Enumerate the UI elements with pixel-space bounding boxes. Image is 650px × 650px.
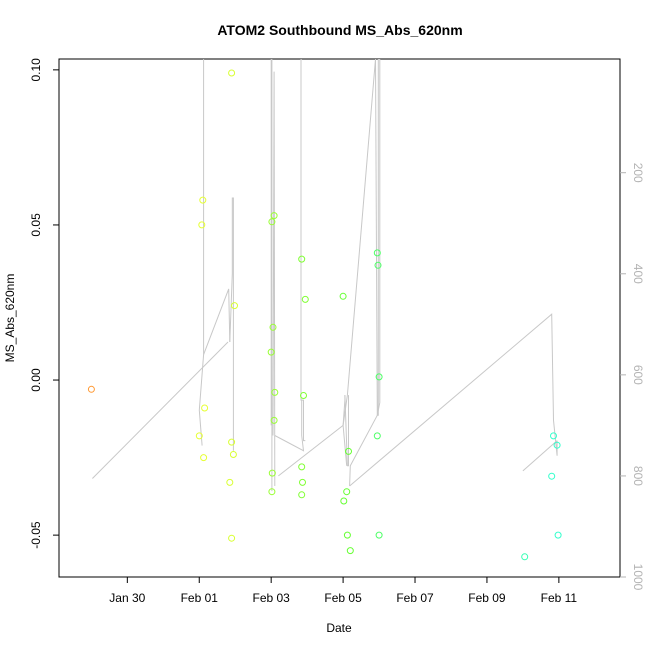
x-tick-label: Feb 09 <box>468 591 506 605</box>
x-tick-label: Feb 07 <box>396 591 434 605</box>
data-point-29 <box>340 497 348 505</box>
data-point-12 <box>267 348 275 356</box>
data-point-10 <box>228 534 236 542</box>
data-point-8 <box>228 438 236 446</box>
x-axis: Jan 30 Feb 01 Feb 03 Feb 05 Feb 07 Feb 09 Feb … <box>109 577 577 605</box>
data-point-20 <box>298 255 306 263</box>
data-point-32 <box>373 249 381 257</box>
data-point-2 <box>198 221 206 229</box>
y2-tick-label: 1000 <box>631 564 645 591</box>
y2-tick-label: 600 <box>631 365 645 385</box>
data-point-38 <box>548 472 556 480</box>
line-segment-12 <box>349 415 378 487</box>
y-axis-label: MS_Abs_620nm <box>3 274 17 363</box>
data-point-28 <box>343 488 351 496</box>
x-tick-label: Jan 30 <box>109 591 145 605</box>
data-point-18 <box>268 469 276 477</box>
line-segment-3 <box>229 197 234 451</box>
line-segment-13 <box>349 313 558 487</box>
line-segment-9 <box>344 395 349 467</box>
data-point-26 <box>339 292 347 300</box>
x-tick-label: Feb 05 <box>324 591 362 605</box>
data-point-23 <box>298 463 306 471</box>
data-point-13 <box>268 218 276 226</box>
line-segment-5 <box>272 71 276 487</box>
line-segment-2 <box>203 288 231 355</box>
data-point-9 <box>229 451 237 458</box>
data-point-1 <box>195 432 203 440</box>
data-point-34 <box>375 373 383 381</box>
y-tick-label: 0.00 <box>29 368 43 392</box>
data-point-40 <box>553 441 561 449</box>
line-series-group <box>92 59 558 492</box>
chart-title: ATOM2 Southbound MS_Abs_620nm <box>217 22 462 38</box>
line-segment-7 <box>301 399 306 442</box>
data-point-14 <box>269 323 277 331</box>
data-point-4 <box>201 404 209 412</box>
y-axis: -0.05 0.00 0.05 0.10 <box>29 58 59 549</box>
data-point-19 <box>268 488 276 496</box>
line-segment-0 <box>92 341 229 479</box>
data-point-16 <box>271 388 279 396</box>
y2-tick-label: 400 <box>631 264 645 284</box>
data-point-36 <box>375 531 383 539</box>
y-tick-label: 0.05 <box>29 213 43 237</box>
data-point-39 <box>550 432 557 440</box>
data-point-3 <box>199 196 207 204</box>
y2-axis: 200 400 600 800 1000 <box>620 163 645 591</box>
line-segment-4 <box>270 59 273 492</box>
line-segment-11 <box>376 59 381 416</box>
points-group <box>87 69 562 561</box>
data-point-27 <box>345 447 352 455</box>
line-segment-1 <box>198 59 205 446</box>
y2-tick-label: 200 <box>631 163 645 183</box>
data-point-11 <box>231 302 238 310</box>
y2-tick-label: 800 <box>631 466 645 486</box>
data-point-30 <box>343 531 351 539</box>
data-point-7 <box>228 69 236 77</box>
data-point-6 <box>226 478 234 486</box>
x-axis-label: Date <box>326 621 352 635</box>
data-point-15 <box>270 212 278 220</box>
data-point-17 <box>270 416 278 424</box>
data-point-22 <box>300 392 307 399</box>
data-point-25 <box>298 491 306 499</box>
data-point-41 <box>554 531 562 539</box>
x-tick-label: Feb 03 <box>252 591 290 605</box>
y-tick-label: -0.05 <box>29 521 43 549</box>
plot-frame <box>58 58 621 578</box>
y-tick-label: 0.10 <box>29 58 43 82</box>
data-point-37 <box>521 553 529 561</box>
line-segment-14 <box>522 440 558 472</box>
data-point-24 <box>299 478 306 486</box>
data-point-33 <box>374 261 382 269</box>
data-point-21 <box>301 295 309 303</box>
data-point-0 <box>87 385 95 393</box>
data-point-31 <box>346 547 354 555</box>
x-tick-label: Feb 01 <box>181 591 219 605</box>
x-tick-label: Feb 11 <box>541 591 578 605</box>
data-point-35 <box>373 432 381 440</box>
line-segment-10 <box>342 59 379 466</box>
data-point-5 <box>200 454 208 462</box>
